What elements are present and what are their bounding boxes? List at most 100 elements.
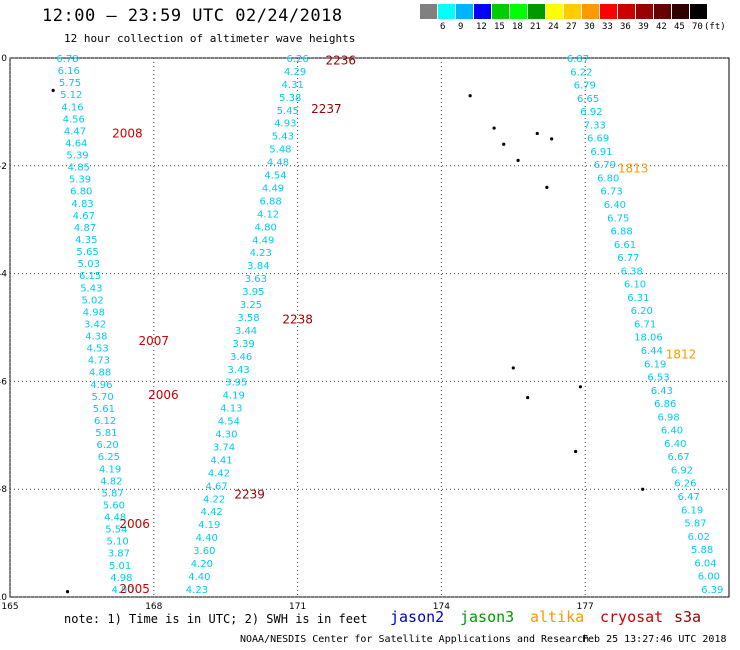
wave-height-value: 5.61	[93, 404, 115, 415]
island-shape	[511, 366, 515, 370]
wave-height-value: 4.96	[90, 380, 112, 391]
wave-height-value: 4.67	[73, 211, 95, 222]
scale-swatch	[636, 4, 653, 19]
island-shape	[535, 131, 539, 136]
island-shape	[502, 142, 506, 146]
wave-height-value: 4.80	[255, 222, 277, 233]
wave-height-value: 5.87	[101, 488, 123, 499]
pass-time-label: 2238	[282, 312, 313, 326]
wave-height-value: 6.92	[580, 107, 602, 118]
scale-swatch	[600, 4, 617, 19]
wave-height-value: 4.23	[186, 585, 208, 596]
wave-height-value: 4.42	[201, 507, 223, 518]
x-tick-label: 174	[433, 602, 450, 612]
wave-height-value: 4.41	[210, 455, 232, 466]
pass-time-label: 2008	[112, 126, 143, 140]
island-shape	[574, 449, 578, 454]
wave-height-value: 4.48	[104, 513, 126, 524]
island-shape	[526, 395, 530, 400]
wave-height-value: 6.91	[590, 147, 612, 158]
legend-cryosat: cryosat	[600, 608, 664, 626]
wave-height-value: 6.22	[570, 67, 592, 78]
wave-height-value: 6.12	[94, 416, 116, 427]
y-tick-label: -10	[0, 593, 7, 603]
pass-time-label: 2005	[119, 582, 150, 596]
wave-height-value: 6.61	[614, 240, 636, 251]
wave-height-value: 6.44	[641, 346, 663, 357]
wave-height-value: 5.02	[81, 295, 103, 306]
wave-height-value: 4.54	[264, 171, 286, 182]
scale-label: 21	[530, 22, 541, 32]
wave-height-value: 6.80	[597, 173, 619, 184]
wave-height-value: 4.47	[64, 126, 86, 137]
island-shape	[545, 185, 549, 189]
x-tick-label: 171	[289, 602, 306, 612]
y-tick-label: -2	[0, 162, 7, 172]
wave-height-value: 6.87	[567, 54, 589, 65]
pass-time-label: 2006	[119, 517, 150, 531]
scale-label: 42	[656, 22, 667, 32]
footer-timestamp: Feb 25 13:27:46 UTC 2018	[582, 634, 727, 645]
wave-height-value: 6.73	[600, 187, 622, 198]
wave-height-value: 5.45	[277, 106, 299, 117]
wave-height-value: 6.20	[96, 440, 118, 451]
wave-height-value: 4.19	[99, 464, 121, 475]
x-tick-label: 165	[1, 602, 18, 612]
wave-height-value: 3.63	[245, 274, 267, 285]
wave-height-value: 4.53	[86, 344, 108, 355]
pass-time-label: 2006	[148, 388, 179, 402]
scale-swatch	[528, 4, 545, 19]
wave-height-value: 4.54	[218, 417, 240, 428]
wave-height-value: 3.84	[247, 261, 269, 272]
scale-swatch	[546, 4, 563, 19]
wave-height-value: 6.98	[657, 412, 679, 423]
scale-swatch	[456, 4, 473, 19]
wave-height-value: 3.44	[235, 326, 257, 337]
wave-height-value: 5.65	[76, 247, 98, 258]
scale-swatch	[618, 4, 635, 19]
wave-height-value: 7.33	[584, 120, 606, 131]
x-tick-label: 177	[577, 602, 594, 612]
wave-height-value: 5.48	[269, 145, 291, 156]
wave-height-value: 6.00	[698, 572, 720, 583]
wave-height-value: 6.65	[577, 94, 599, 105]
scale-swatch	[654, 4, 671, 19]
legend-altika: altika	[530, 608, 585, 626]
wave-height-value: 4.56	[63, 114, 85, 125]
wave-height-value: 3.46	[230, 352, 252, 363]
wave-height-value: 4.48	[267, 158, 289, 169]
wave-height-value: 18.06	[634, 333, 663, 344]
wave-height-value: 4.82	[100, 476, 122, 487]
wave-height-value: 5.12	[60, 90, 82, 101]
scale-swatch	[690, 4, 707, 19]
x-tick-label: 168	[145, 602, 162, 612]
wave-height-value: 6.10	[624, 280, 646, 291]
scale-label: 18	[512, 22, 523, 32]
wave-height-value: 4.49	[252, 235, 274, 246]
island-shape	[578, 385, 583, 389]
y-tick-label: -6	[0, 377, 7, 387]
wave-height-value: 4.88	[89, 368, 111, 379]
legend-note: note: 1) Time is in UTC; 2) SWH is in fe…	[64, 612, 368, 626]
wave-height-value: 4.98	[83, 307, 105, 318]
wave-height-value: 3.42	[84, 319, 106, 330]
wave-height-value: 6.39	[701, 585, 723, 596]
wave-height-value: 6.47	[678, 492, 700, 503]
wave-height-value: 6.80	[70, 187, 92, 198]
wave-height-value: 4.19	[223, 391, 245, 402]
scale-label: 36	[620, 22, 631, 32]
wave-height-value: 4.83	[71, 199, 93, 210]
wave-height-value: 6.40	[604, 200, 626, 211]
wave-height-value: 6.79	[574, 81, 596, 92]
wave-height-value: 3.25	[240, 300, 262, 311]
wave-height-value: 6.53	[647, 373, 669, 384]
y-tick-label: -8	[0, 485, 7, 495]
wave-height-value: 4.19	[198, 520, 220, 531]
wave-height-value: 6.67	[668, 452, 690, 463]
scale-unit: (ft)	[704, 22, 726, 32]
scale-label: 39	[638, 22, 649, 32]
scale-label: 30	[584, 22, 595, 32]
island-shape	[516, 158, 520, 163]
wave-height-value: 6.79	[594, 160, 616, 171]
